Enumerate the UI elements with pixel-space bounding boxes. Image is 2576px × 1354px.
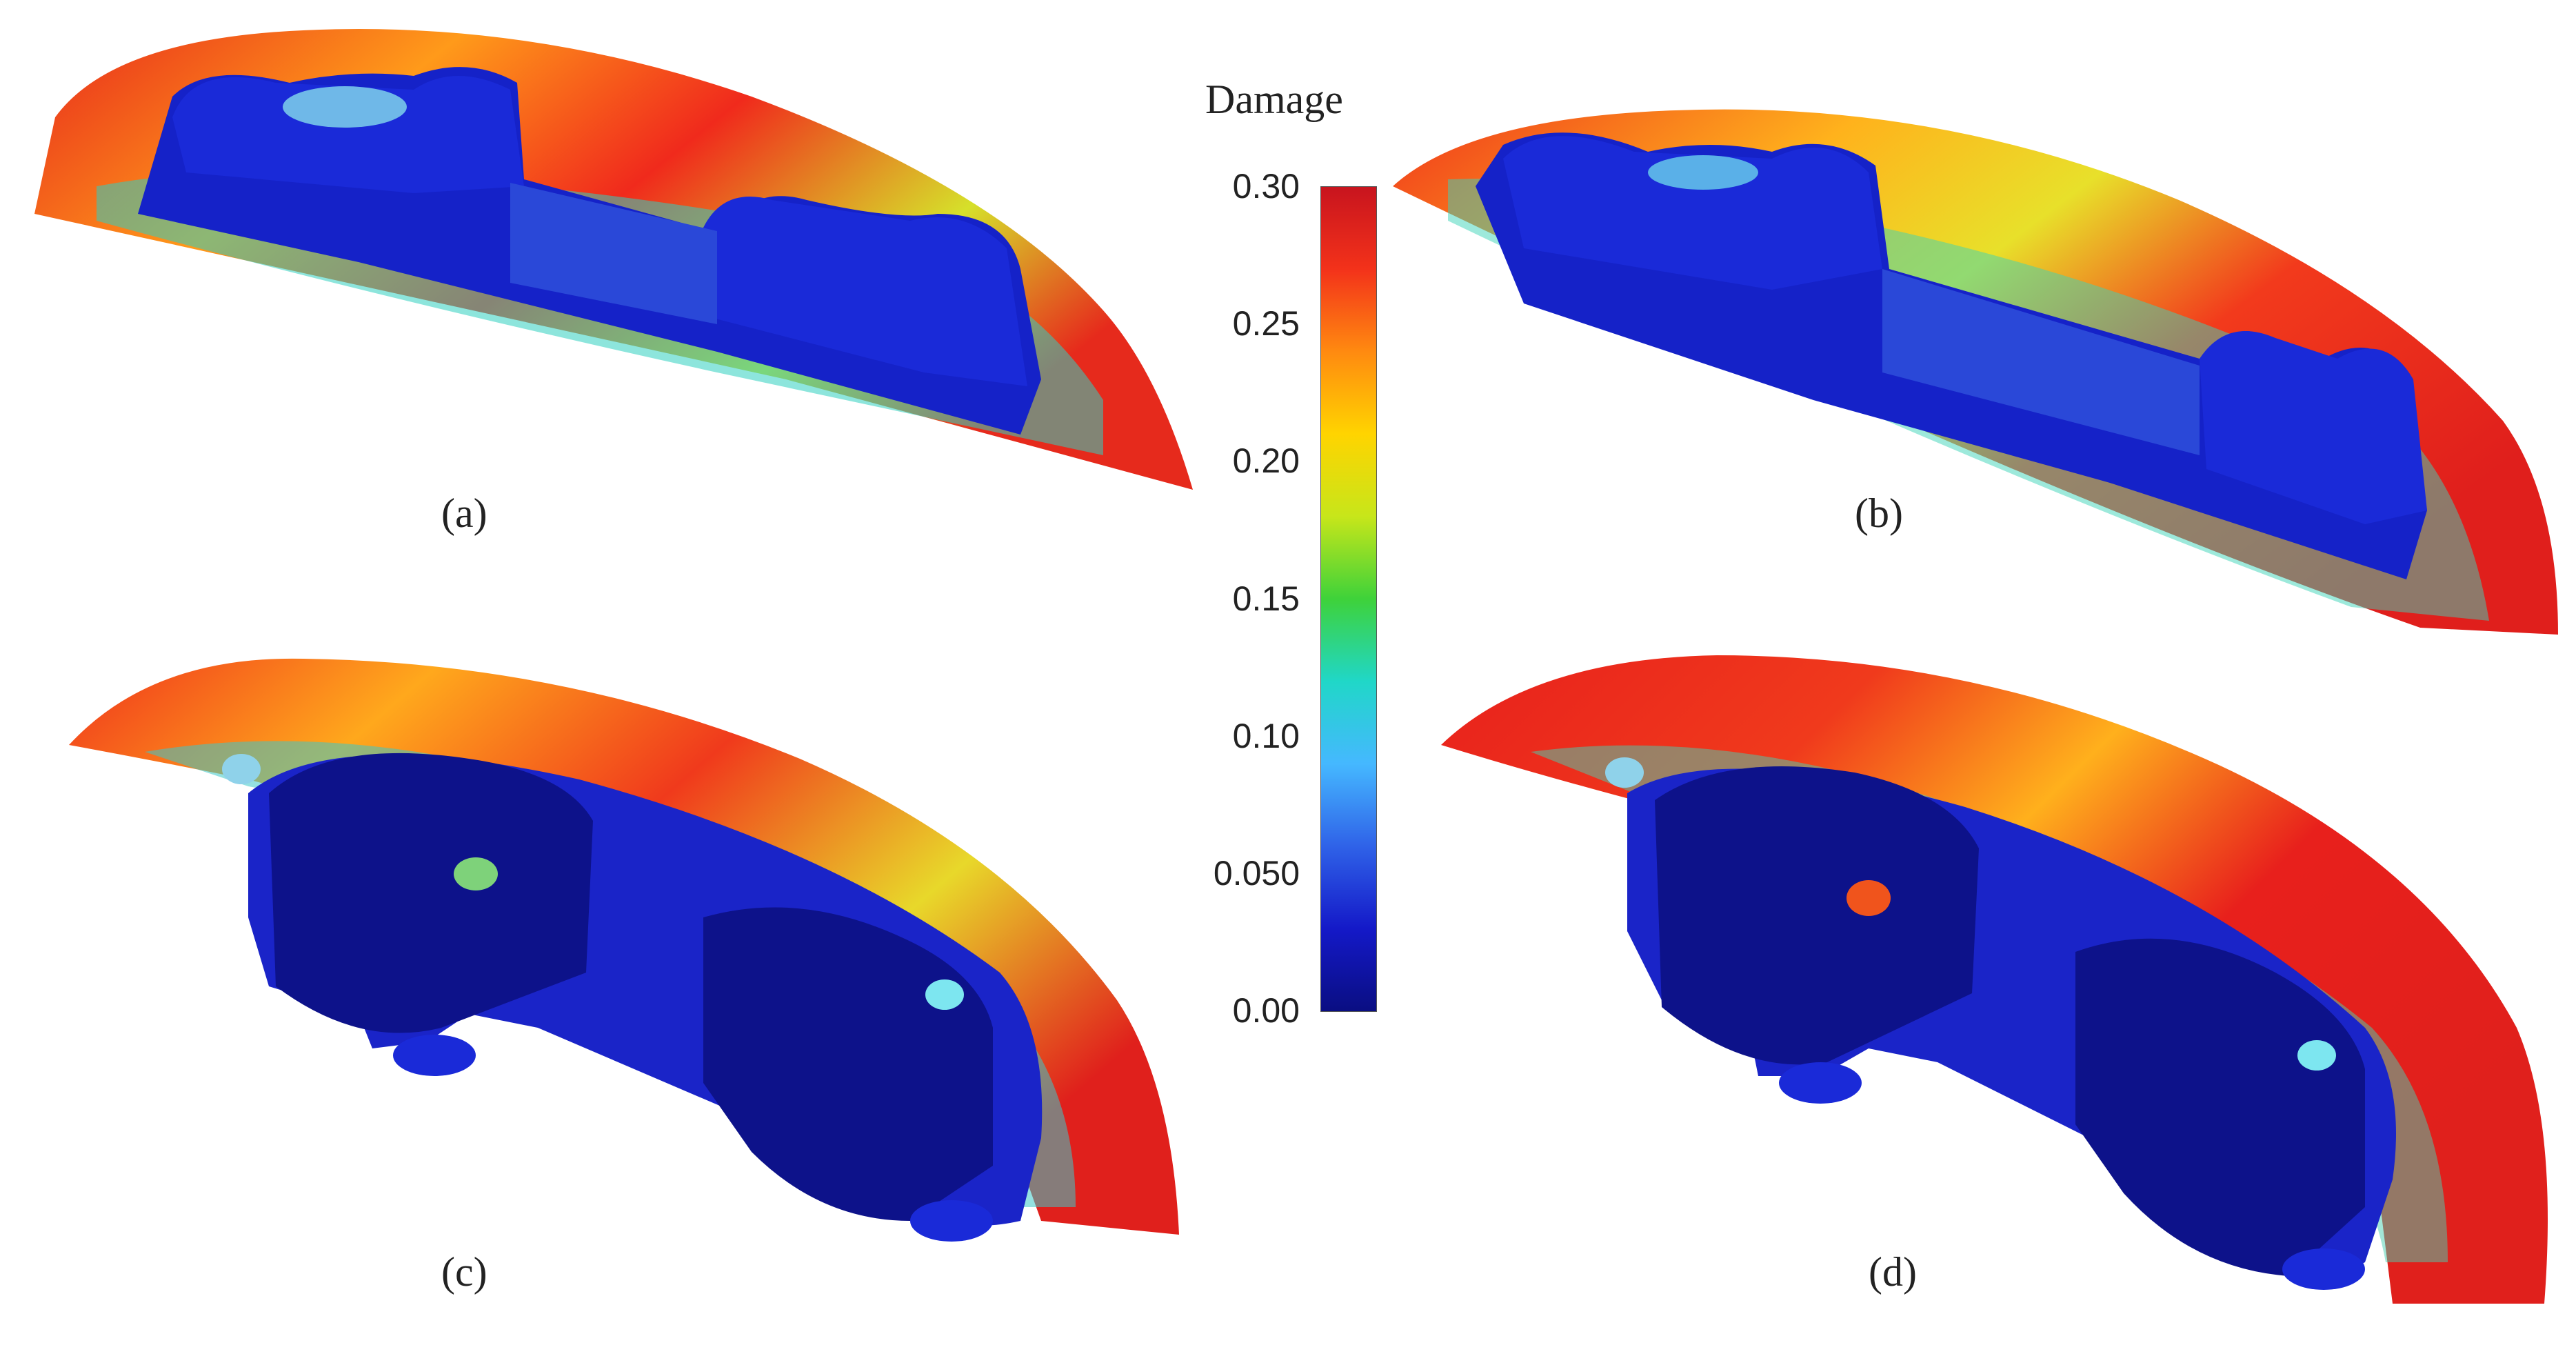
panel-d-piston-2 — [1847, 880, 1891, 916]
panel-d-piston-1 — [1605, 757, 1644, 788]
panel-c-piston-2 — [454, 857, 498, 890]
panel-d-pad-1 — [1655, 766, 1979, 1065]
panel-b-piston-top — [1648, 155, 1758, 190]
colorbar-tick-label: 0.10 — [1232, 716, 1300, 755]
panel-c-pad-1 — [269, 753, 593, 1033]
colorbar-tick-label: 0.30 — [1232, 167, 1300, 206]
colorbar-tick-label: 0.20 — [1232, 441, 1300, 481]
panel-c-foot-2 — [910, 1200, 993, 1242]
colorbar-tick-label: 0.25 — [1232, 304, 1300, 344]
panel-d-model — [1441, 655, 2548, 1304]
panel-b-bridge — [1882, 269, 2200, 455]
panel-c: (c) — [41, 641, 1214, 1331]
panel-c-pad-2 — [703, 907, 993, 1221]
panel-b-label: (b) — [1855, 490, 1903, 536]
colorbar-tick-label: 0.00 — [1232, 991, 1300, 1030]
panel-d: (d) — [1427, 641, 2572, 1345]
panel-b: (b) — [1386, 97, 2572, 648]
panel-a-label: (a) — [441, 490, 487, 536]
panel-d-foot-1 — [1779, 1062, 1862, 1104]
panel-d-label: (d) — [1869, 1249, 1917, 1295]
colorbar: Damage 0.30 0.25 0.20 0.15 0.10 0.050 0.00 — [1172, 76, 1448, 1030]
panel-c-foot-1 — [393, 1035, 476, 1076]
panel-a-model — [34, 29, 1193, 490]
colorbar-tick-label: 0.15 — [1232, 579, 1300, 618]
panel-d-pad-2 — [2075, 938, 2365, 1276]
panel-c-label: (c) — [441, 1249, 487, 1295]
colorbar-tick-label: 0.050 — [1213, 853, 1300, 893]
panel-a-piston-top — [283, 86, 407, 128]
panel-a-pad-2 — [703, 197, 1027, 386]
panel-c-piston-1 — [222, 754, 261, 784]
panel-b-pad-2 — [2200, 331, 2427, 524]
colorbar-title: Damage — [1205, 77, 1343, 122]
panel-c-model — [69, 658, 1179, 1242]
panel-b-model — [1393, 109, 2558, 635]
panel-c-piston-3 — [925, 979, 964, 1010]
colorbar-gradient — [1320, 186, 1377, 1012]
panel-d-foot-2 — [2282, 1248, 2365, 1290]
panel-a: (a) — [28, 14, 1214, 566]
panel-d-piston-3 — [2297, 1040, 2336, 1071]
panel-a-pad-1 — [172, 76, 524, 193]
panel-b-pad-1 — [1503, 136, 1882, 290]
panel-a-bridge — [510, 183, 717, 324]
